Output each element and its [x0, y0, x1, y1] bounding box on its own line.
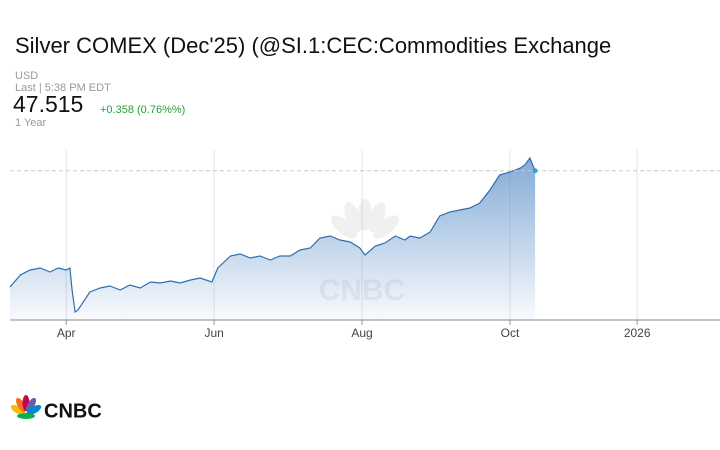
logo-peacock [10, 395, 42, 419]
x-tick-label: Jun [204, 326, 223, 340]
x-tick-label: 2026 [624, 326, 651, 340]
plot: Apr Jun Aug Oct 2026 [9, 150, 720, 340]
x-tick-label: Oct [501, 326, 520, 340]
title: Silver COMEX (Dec'25) (@SI.1:CEC:Commodi… [15, 33, 611, 58]
watermark-text: CNBC [319, 274, 406, 307]
last-time: Last | 5:38 PM EDT [15, 82, 111, 94]
line [9, 156, 536, 314]
currency: USD [15, 70, 38, 82]
area [10, 158, 536, 320]
change: +0.358 (0.76%%) [100, 104, 185, 116]
x-tick-label: Apr [57, 326, 76, 340]
watermark: CNBC [319, 199, 406, 307]
x-tick-label: Aug [351, 326, 372, 340]
range: 1 Year [15, 117, 47, 129]
last-price: 47.515 [13, 91, 83, 117]
logo-text: CNBC [44, 400, 102, 422]
last-point [532, 168, 538, 174]
